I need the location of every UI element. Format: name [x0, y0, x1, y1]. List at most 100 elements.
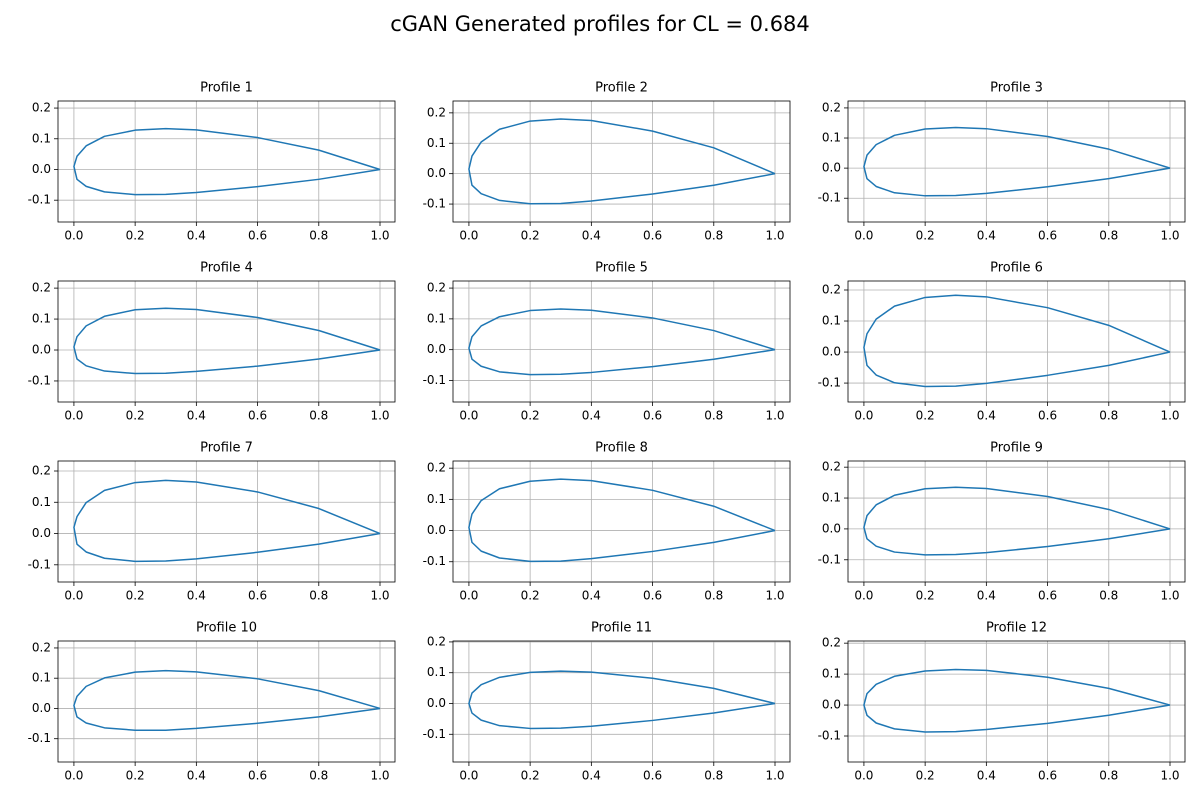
axes-frame [847, 280, 1186, 403]
x-tick-label: 0.6 [643, 589, 662, 603]
x-tick-label: 0.2 [126, 769, 145, 783]
x-tick-label: 0.6 [1038, 589, 1057, 603]
y-tick-label: -0.1 [423, 197, 446, 211]
y-tick-label: 0.2 [32, 640, 51, 654]
x-tick-label: 0.8 [1099, 409, 1118, 423]
x-tick-label: 0.8 [1099, 229, 1118, 243]
x-tick-label: 0.6 [643, 409, 662, 423]
axes-frame [57, 280, 396, 403]
y-tick-label: 0.2 [427, 634, 446, 648]
x-tick-label: 0.8 [704, 409, 723, 423]
y-tick-label: 0.1 [32, 312, 51, 326]
subplot: Profile 3 0.0 0.2 0.4 0.6 0.8 1.0 -0.1 0.0 0.1 0.2 [818, 81, 1186, 243]
x-tick-label: 0.0 [854, 769, 873, 783]
x-tick-label: 0.6 [643, 229, 662, 243]
x-tick-label: 0.4 [977, 409, 996, 423]
x-tick-label: 1.0 [1160, 409, 1179, 423]
x-tick-label: 0.2 [126, 229, 145, 243]
x-tick-label: 0.0 [854, 589, 873, 603]
x-tick-label: 1.0 [1160, 769, 1179, 783]
y-tick-label: 0.2 [32, 464, 51, 478]
y-tick-label: 0.1 [427, 311, 446, 325]
x-tick-label: 0.4 [582, 589, 601, 603]
x-tick-label: 0.0 [64, 229, 83, 243]
profile-line [468, 118, 776, 205]
subplot-title: Profile 5 [595, 261, 648, 276]
subplot-title: Profile 9 [990, 441, 1043, 456]
y-tick-label: 0.0 [822, 345, 841, 359]
x-tick-label: 1.0 [370, 769, 389, 783]
y-tick-label: 0.2 [32, 101, 51, 115]
x-tick-label: 0.2 [126, 589, 145, 603]
figure-title: cGAN Generated profiles for CL = 0.684 [390, 12, 810, 36]
profile-line [468, 478, 776, 563]
y-tick-label: -0.1 [28, 193, 51, 207]
y-tick-label: -0.1 [28, 373, 51, 387]
x-tick-label: 1.0 [1160, 229, 1179, 243]
profile-line [863, 486, 1171, 556]
y-tick-label: 0.2 [822, 100, 841, 114]
y-tick-label: 0.2 [427, 281, 446, 295]
subplot: Profile 12 0.0 0.2 0.4 0.6 0.8 1.0 -0.1 0.0 0.1 0.… [818, 621, 1186, 783]
y-tick-label: 0.2 [822, 282, 841, 296]
profile-line [73, 479, 381, 563]
y-tick-label: 0.0 [427, 342, 446, 356]
subplot-title: Profile 4 [200, 261, 253, 276]
axes-frame [847, 640, 1186, 763]
subplot-title: Profile 10 [196, 621, 257, 636]
x-tick-label: 0.2 [126, 409, 145, 423]
x-tick-label: 0.8 [309, 409, 328, 423]
x-tick-label: 0.4 [582, 769, 601, 783]
y-tick-label: 0.1 [32, 131, 51, 145]
x-tick-label: 0.6 [1038, 229, 1057, 243]
subplot-title: Profile 12 [986, 621, 1047, 636]
y-tick-label: 0.1 [822, 491, 841, 505]
y-tick-label: 0.2 [32, 281, 51, 295]
x-tick-label: 0.8 [309, 229, 328, 243]
x-tick-label: 0.0 [459, 769, 478, 783]
y-tick-label: -0.1 [818, 729, 841, 743]
profile-line [73, 127, 381, 196]
y-tick-label: 0.0 [427, 523, 446, 537]
y-tick-label: 0.0 [822, 698, 841, 712]
x-tick-label: 0.6 [248, 229, 267, 243]
x-tick-label: 0.0 [64, 769, 83, 783]
y-tick-label: 0.0 [822, 161, 841, 175]
subplot: Profile 11 0.0 0.2 0.4 0.6 0.8 1.0 -0.1 0.0 0.1 0.… [423, 621, 791, 783]
y-tick-label: 0.0 [822, 521, 841, 535]
y-tick-label: 0.0 [32, 701, 51, 715]
y-tick-label: 0.1 [822, 667, 841, 681]
axes-frame [452, 640, 791, 763]
y-tick-label: 0.0 [32, 526, 51, 540]
x-tick-label: 0.0 [64, 589, 83, 603]
x-tick-label: 0.2 [916, 409, 935, 423]
x-tick-label: 0.0 [459, 589, 478, 603]
x-tick-label: 0.8 [309, 769, 328, 783]
y-tick-label: 0.1 [427, 665, 446, 679]
y-tick-label: -0.1 [28, 557, 51, 571]
x-tick-label: 0.4 [187, 409, 206, 423]
x-tick-label: 0.6 [643, 769, 662, 783]
x-tick-label: 0.2 [916, 769, 935, 783]
x-tick-label: 0.0 [854, 229, 873, 243]
x-tick-label: 0.0 [854, 409, 873, 423]
subplot: Profile 2 0.0 0.2 0.4 0.6 0.8 1.0 -0.1 0.0 0.1 0.2 [423, 81, 791, 243]
x-tick-label: 0.8 [704, 589, 723, 603]
x-tick-label: 0.4 [187, 769, 206, 783]
subplot: Profile 9 0.0 0.2 0.4 0.6 0.8 1.0 -0.1 0.0 0.1 0.2 [818, 441, 1186, 603]
x-tick-label: 0.4 [977, 589, 996, 603]
x-tick-label: 0.2 [521, 589, 540, 603]
x-tick-label: 0.4 [187, 589, 206, 603]
x-tick-label: 0.6 [1038, 409, 1057, 423]
y-tick-label: 0.0 [32, 343, 51, 357]
subplot: Profile 1 0.0 0.2 0.4 0.6 0.8 1.0 -0.1 0.0 0.1 0.2 [28, 81, 396, 243]
subplot: Profile 10 0.0 0.2 0.4 0.6 0.8 1.0 -0.1 0.0 0.1 0.… [28, 621, 396, 783]
x-tick-label: 0.6 [248, 769, 267, 783]
subplot-title: Profile 2 [595, 81, 648, 96]
subplot-title: Profile 6 [990, 261, 1043, 276]
subplot-title: Profile 1 [200, 81, 253, 96]
axes-frame [847, 100, 1186, 223]
subplot-title: Profile 8 [595, 441, 648, 456]
